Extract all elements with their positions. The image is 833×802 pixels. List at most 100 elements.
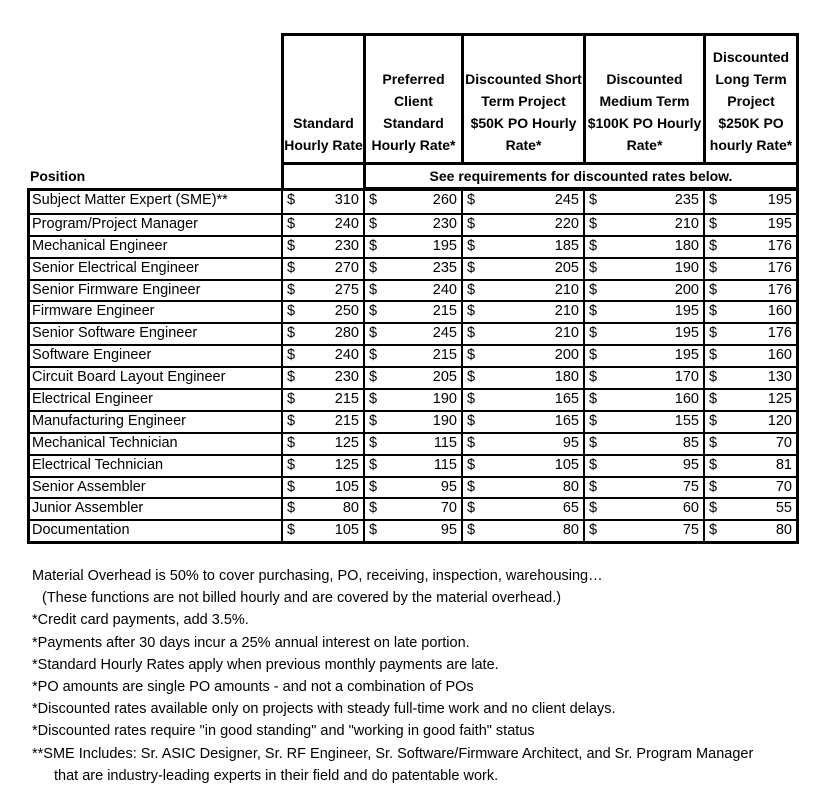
rate-value: 215 <box>334 391 359 408</box>
currency-symbol: $ <box>369 281 378 298</box>
rate-cell: $190 <box>583 258 703 279</box>
table-row: Senior Assembler $105 $95 $80 $75 $70 <box>30 475 796 498</box>
rate-cell: $195 <box>583 324 703 345</box>
rate-cell: $105 <box>281 521 363 542</box>
rate-cell: $70 <box>363 499 461 520</box>
rate-cell: $80 <box>461 477 583 498</box>
position-cell: Junior Assembler <box>32 500 144 517</box>
table-row: Senior Software Engineer $280 $245 $210 $195… <box>30 322 796 345</box>
rate-cell: $105 <box>281 477 363 498</box>
note-line: *Standard Hourly Rates apply when previo… <box>32 656 499 673</box>
table-row: Mechanical Technician $125 $115 $95 $85 $70 <box>30 431 796 454</box>
currency-symbol: $ <box>369 369 378 386</box>
note-line: *Discounted rates available only on proj… <box>32 701 616 718</box>
currency-symbol: $ <box>709 412 718 429</box>
rate-cell: $195 <box>703 214 796 235</box>
rate-cell: $230 <box>363 214 461 235</box>
currency-symbol: $ <box>709 522 718 539</box>
currency-symbol: $ <box>369 434 378 451</box>
rate-value: 65 <box>562 500 579 517</box>
rate-cell: $60 <box>583 499 703 520</box>
rate-value: 115 <box>433 456 457 473</box>
position-cell: Electrical Technician <box>32 456 164 473</box>
rate-value: 125 <box>334 434 359 451</box>
rate-value: 210 <box>554 281 579 298</box>
header-standard-rate: Standard Hourly Rate <box>281 33 363 165</box>
rate-value: 176 <box>767 259 792 276</box>
currency-symbol: $ <box>589 192 598 208</box>
note-line: *Payments after 30 days incur a 25% annu… <box>32 634 470 651</box>
currency-symbol: $ <box>369 237 378 254</box>
currency-symbol: $ <box>287 303 296 320</box>
rate-cell: $210 <box>461 280 583 301</box>
rate-value: 170 <box>674 369 699 386</box>
rate-cell: $260 <box>363 191 461 213</box>
rate-cell: $80 <box>703 521 796 542</box>
rate-cell: $190 <box>363 411 461 432</box>
rate-cell: $165 <box>461 390 583 410</box>
currency-symbol: $ <box>287 500 296 517</box>
rate-cell: $95 <box>363 477 461 498</box>
table-row: Program/Project Manager $240 $230 $220 $210 $… <box>30 212 796 235</box>
rate-value: 180 <box>554 369 579 386</box>
table-row: Documentation $105 $95 $80 $75 $80 <box>30 519 796 542</box>
header-long-term-rate: Discounted Long Term Project $250K PO ho… <box>703 33 799 165</box>
rate-cell: $195 <box>583 346 703 367</box>
currency-symbol: $ <box>709 500 718 517</box>
table-row: Senior Electrical Engineer $270 $235 $205 $1… <box>30 256 796 279</box>
table-row: Manufacturing Engineer $215 $190 $165 $155 $1… <box>30 409 796 432</box>
rate-value: 190 <box>432 391 457 408</box>
currency-symbol: $ <box>287 369 296 386</box>
currency-symbol: $ <box>709 281 718 298</box>
currency-symbol: $ <box>287 215 296 232</box>
position-cell: Circuit Board Layout Engineer <box>32 369 226 386</box>
rate-cell: $200 <box>461 346 583 367</box>
currency-symbol: $ <box>287 259 296 276</box>
currency-symbol: $ <box>369 522 378 539</box>
currency-symbol: $ <box>287 478 296 495</box>
rate-value: 235 <box>432 259 457 276</box>
position-cell: Documentation <box>32 522 130 539</box>
rate-value: 310 <box>334 192 359 208</box>
rate-value: 280 <box>334 325 359 342</box>
rate-value: 105 <box>334 478 359 495</box>
note-line: (These functions are not billed hourly a… <box>42 590 562 607</box>
rate-cell: $115 <box>363 433 461 454</box>
rate-cell: $105 <box>461 455 583 476</box>
rate-value: 130 <box>767 369 792 386</box>
rate-value: 115 <box>433 434 457 451</box>
notes-section: Material Overhead is 50% to cover purcha… <box>32 565 753 787</box>
rate-cell: $95 <box>363 521 461 542</box>
currency-symbol: $ <box>589 237 598 254</box>
table-row: Electrical Engineer $215 $190 $165 $160 $125 <box>30 388 796 410</box>
rate-value: 176 <box>767 281 792 298</box>
rate-value: 210 <box>674 215 699 232</box>
currency-symbol: $ <box>589 434 598 451</box>
rate-value: 245 <box>554 192 579 208</box>
rate-value: 220 <box>554 215 579 232</box>
note-line: *Discounted rates require "in good stand… <box>32 723 535 740</box>
rate-value: 210 <box>554 303 579 320</box>
rate-cell: $195 <box>363 236 461 257</box>
position-cell: Mechanical Engineer <box>32 237 168 254</box>
rate-value: 200 <box>554 347 579 364</box>
currency-symbol: $ <box>369 412 378 429</box>
note-line: that are industry-leading experts in the… <box>54 767 499 784</box>
rate-value: 195 <box>432 237 457 254</box>
rate-cell: $176 <box>703 258 796 279</box>
rate-value: 195 <box>767 192 792 208</box>
rate-value: 95 <box>562 434 579 451</box>
rate-cell: $80 <box>281 499 363 520</box>
currency-symbol: $ <box>589 259 598 276</box>
table-row: Subject Matter Expert (SME)** $310 $260 $24… <box>30 191 796 213</box>
rate-value: 215 <box>432 347 457 364</box>
currency-symbol: $ <box>589 500 598 517</box>
currency-symbol: $ <box>709 325 718 342</box>
rate-cell: $250 <box>281 302 363 323</box>
currency-symbol: $ <box>589 522 598 539</box>
table-row: Senior Firmware Engineer $275 $240 $210 $200… <box>30 278 796 301</box>
currency-symbol: $ <box>589 478 598 495</box>
rate-value: 215 <box>334 412 359 429</box>
currency-symbol: $ <box>467 522 476 539</box>
rate-cell: $95 <box>461 433 583 454</box>
